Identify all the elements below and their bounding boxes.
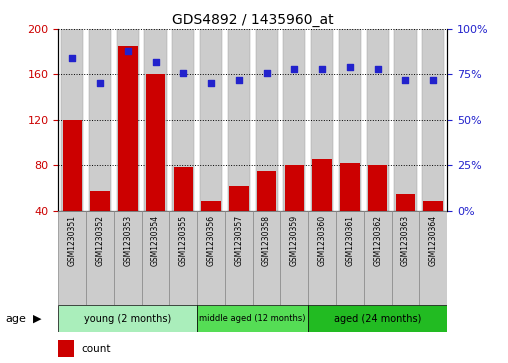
Point [235,77,243,83]
Bar [367,29,389,211]
Bar [394,29,417,211]
Point [373,66,382,72]
Point [207,81,215,86]
Text: GSM1230351: GSM1230351 [68,215,77,266]
Text: GSM1230361: GSM1230361 [345,215,355,266]
Bar [225,211,253,305]
Bar [197,211,225,305]
Bar [392,211,419,305]
Bar [118,46,138,211]
Text: GSM1230359: GSM1230359 [290,215,299,266]
Text: aged (24 months): aged (24 months) [334,314,421,323]
Title: GDS4892 / 1435960_at: GDS4892 / 1435960_at [172,13,334,26]
Text: GSM1230364: GSM1230364 [429,215,438,266]
Bar [86,211,114,305]
Text: GSM1230362: GSM1230362 [373,215,382,266]
Bar [90,191,110,211]
Point [290,66,298,72]
Bar [339,29,361,211]
Bar [419,211,447,305]
Bar [280,211,308,305]
Text: count: count [82,344,111,354]
Text: ▶: ▶ [33,314,42,323]
Bar [257,171,276,211]
Text: age: age [5,314,26,323]
Bar [396,193,415,211]
Bar [311,29,333,211]
Bar [424,201,443,211]
Point [401,77,409,83]
Bar [58,305,197,332]
Bar [144,29,167,211]
Bar [229,185,248,211]
Bar [142,211,170,305]
Bar [422,29,444,211]
Point [68,55,76,61]
Bar [62,120,82,211]
Point [179,70,187,76]
Bar [336,211,364,305]
Bar [146,74,165,211]
Bar [228,29,250,211]
Text: GSM1230360: GSM1230360 [318,215,327,266]
Text: GSM1230352: GSM1230352 [96,215,105,266]
Text: GSM1230356: GSM1230356 [207,215,215,266]
Text: young (2 months): young (2 months) [84,314,171,323]
Text: GSM1230358: GSM1230358 [262,215,271,266]
Bar [114,211,142,305]
Point [96,81,104,86]
Text: GSM1230354: GSM1230354 [151,215,160,266]
Bar [174,167,193,211]
Bar [308,305,447,332]
Point [151,59,160,65]
Bar [197,305,308,332]
Bar [364,211,392,305]
Bar [201,201,221,211]
Bar [256,29,278,211]
Text: middle aged (12 months): middle aged (12 months) [200,314,306,323]
Bar [58,340,74,357]
Text: GSM1230353: GSM1230353 [123,215,132,266]
Bar [117,29,139,211]
Point [429,77,437,83]
Bar [253,211,280,305]
Bar [172,29,195,211]
Bar [58,211,86,305]
Bar [89,29,111,211]
Bar [284,165,304,211]
Bar [170,211,197,305]
Bar [200,29,222,211]
Bar [368,165,388,211]
Bar [340,163,360,211]
Point [346,64,354,70]
Bar [308,211,336,305]
Bar [61,29,83,211]
Text: GSM1230357: GSM1230357 [234,215,243,266]
Text: GSM1230363: GSM1230363 [401,215,410,266]
Point [124,48,132,54]
Point [263,70,271,76]
Text: GSM1230355: GSM1230355 [179,215,188,266]
Bar [283,29,305,211]
Point [318,66,326,72]
Bar [312,159,332,211]
